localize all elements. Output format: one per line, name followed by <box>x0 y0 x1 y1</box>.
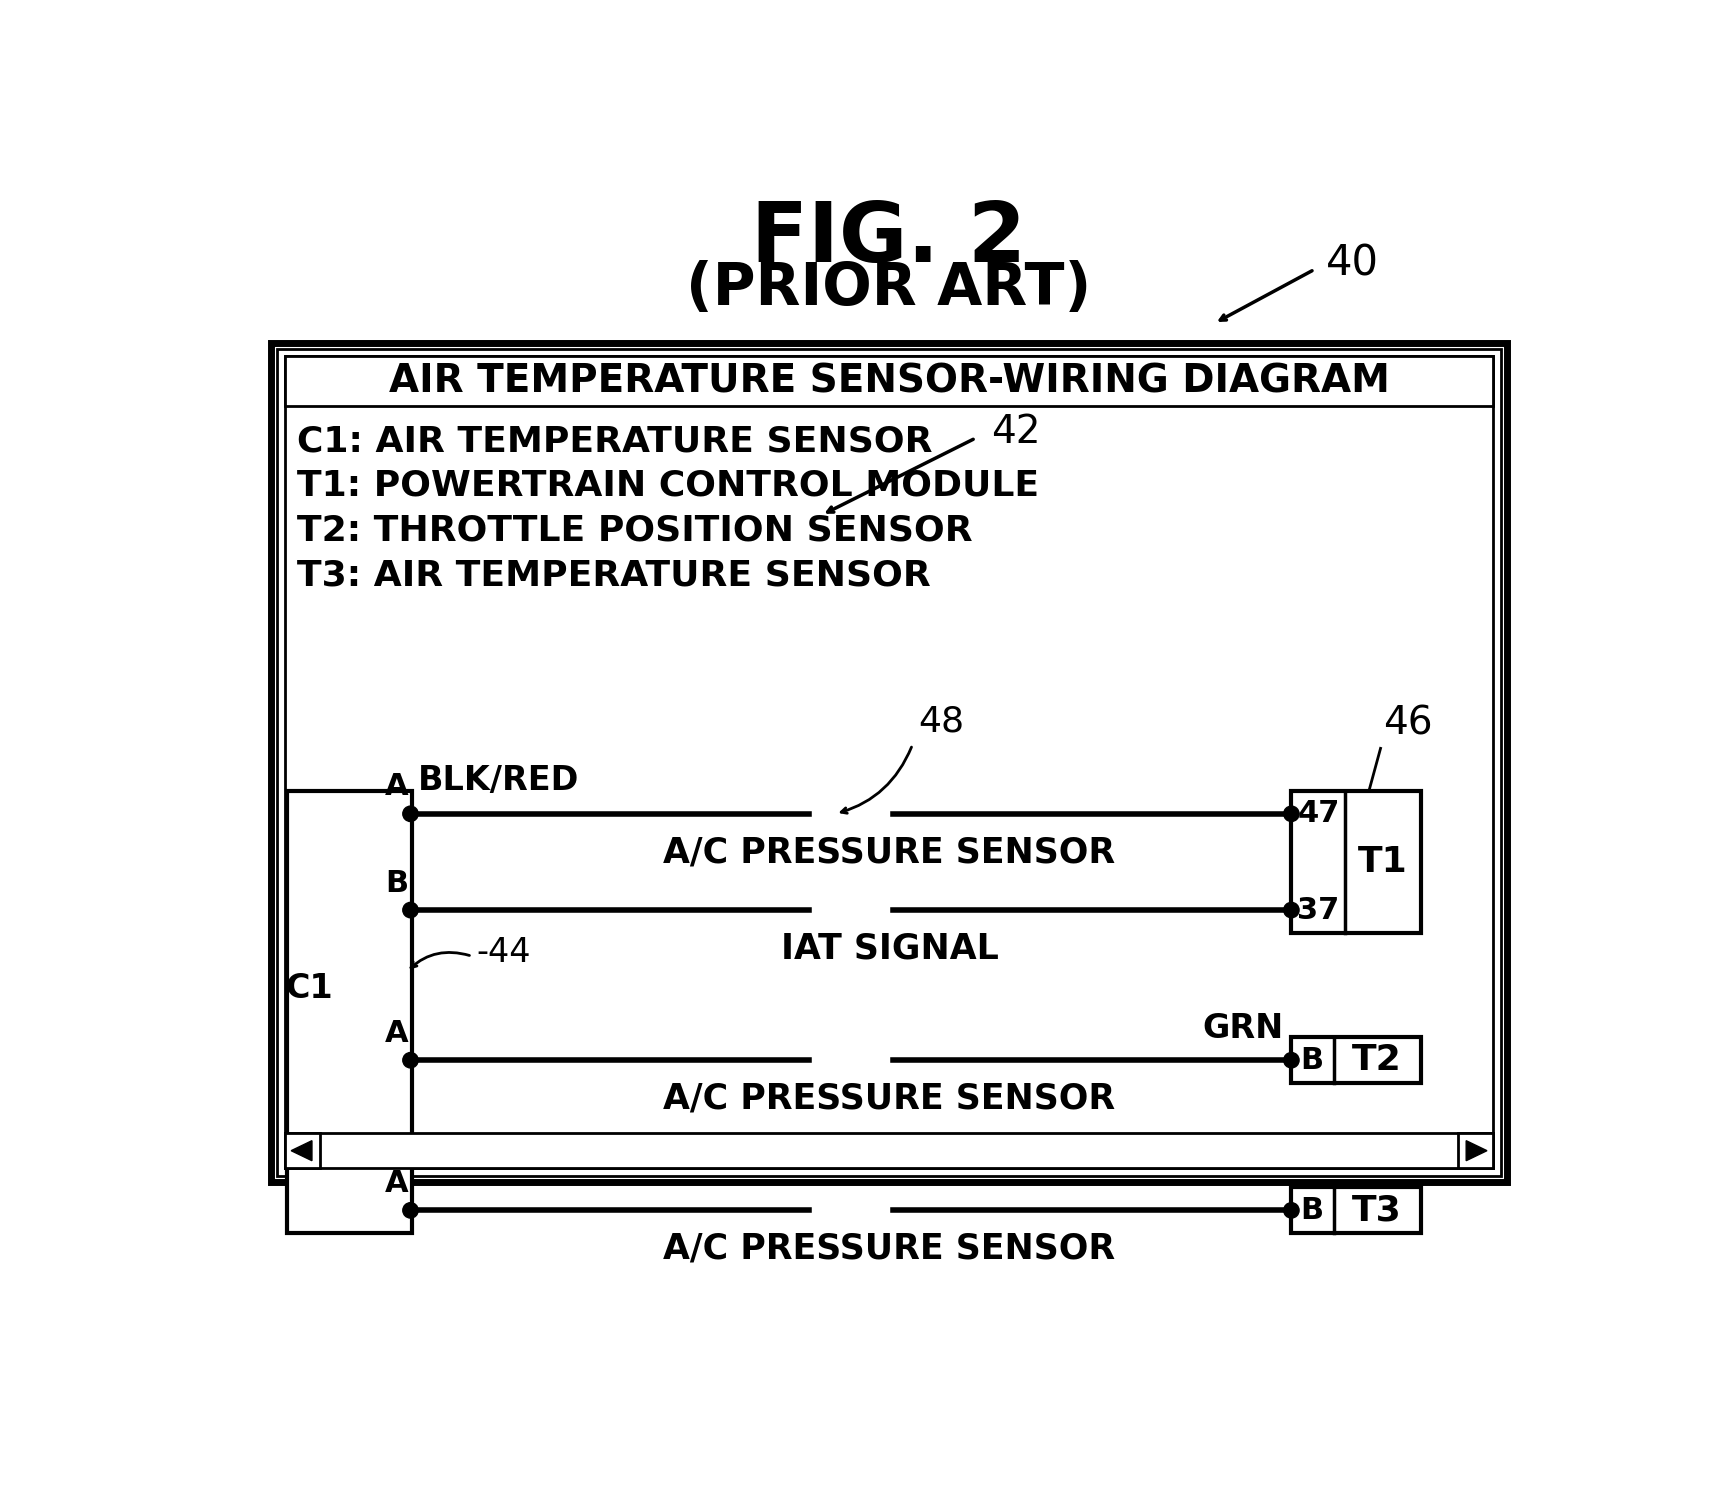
Circle shape <box>402 1202 418 1219</box>
Bar <box>284 1134 319 1168</box>
Text: (PRIOR ART): (PRIOR ART) <box>687 260 1091 317</box>
Text: T3: AIR TEMPERATURE SENSOR: T3: AIR TEMPERATURE SENSOR <box>297 558 931 592</box>
Bar <box>1292 790 1420 933</box>
Text: T2: T2 <box>1353 1043 1403 1077</box>
Text: T3: T3 <box>1353 1193 1403 1228</box>
Bar <box>284 1134 1493 1168</box>
Text: 37: 37 <box>1297 896 1339 924</box>
Bar <box>1292 1037 1420 1083</box>
Text: C1: AIR TEMPERATURE SENSOR: C1: AIR TEMPERATURE SENSOR <box>297 424 933 458</box>
Text: 40: 40 <box>1327 243 1379 284</box>
Text: 47: 47 <box>1297 799 1340 829</box>
Text: A: A <box>385 1170 409 1198</box>
Text: T1: POWERTRAIN CONTROL MODULE: T1: POWERTRAIN CONTROL MODULE <box>297 469 1039 503</box>
Text: 48: 48 <box>919 704 964 738</box>
Text: T1: T1 <box>1358 845 1408 879</box>
Text: A: A <box>385 772 409 802</box>
Text: -44: -44 <box>475 936 531 969</box>
Bar <box>284 357 1493 1168</box>
Circle shape <box>1283 902 1299 918</box>
Bar <box>286 790 413 1234</box>
Bar <box>284 357 1493 406</box>
Text: 42: 42 <box>992 412 1040 451</box>
Circle shape <box>402 902 418 918</box>
Text: GRN: GRN <box>1202 1012 1283 1045</box>
Text: T2: THROTTLE POSITION SENSOR: T2: THROTTLE POSITION SENSOR <box>297 513 973 548</box>
Text: B: B <box>1300 1046 1323 1074</box>
Text: FIG. 2: FIG. 2 <box>751 198 1027 280</box>
Text: 46: 46 <box>1382 705 1432 743</box>
Circle shape <box>402 806 418 821</box>
Polygon shape <box>291 1141 312 1161</box>
Text: AIR TEMPERATURE SENSOR-WIRING DIAGRAM: AIR TEMPERATURE SENSOR-WIRING DIAGRAM <box>388 363 1389 400</box>
Text: C1: C1 <box>286 973 333 1006</box>
Circle shape <box>1283 1052 1299 1068</box>
Circle shape <box>1283 1202 1299 1219</box>
Text: A/C PRESSURE SENSOR: A/C PRESSURE SENSOR <box>664 1082 1115 1116</box>
Text: B: B <box>1300 1196 1323 1225</box>
Circle shape <box>1283 806 1299 821</box>
Text: A/C PRESSURE SENSOR: A/C PRESSURE SENSOR <box>664 1232 1115 1266</box>
Bar <box>277 348 1502 1176</box>
Text: IAT SIGNAL: IAT SIGNAL <box>780 931 999 966</box>
Bar <box>1292 1187 1420 1234</box>
Text: B: B <box>385 869 407 897</box>
Bar <box>1458 1134 1493 1168</box>
Circle shape <box>402 1052 418 1068</box>
Text: A: A <box>385 1019 409 1048</box>
Text: A/C PRESSURE SENSOR: A/C PRESSURE SENSOR <box>664 835 1115 869</box>
Bar <box>271 342 1507 1181</box>
Text: BLK/RED: BLK/RED <box>418 763 579 798</box>
Polygon shape <box>1467 1141 1488 1161</box>
